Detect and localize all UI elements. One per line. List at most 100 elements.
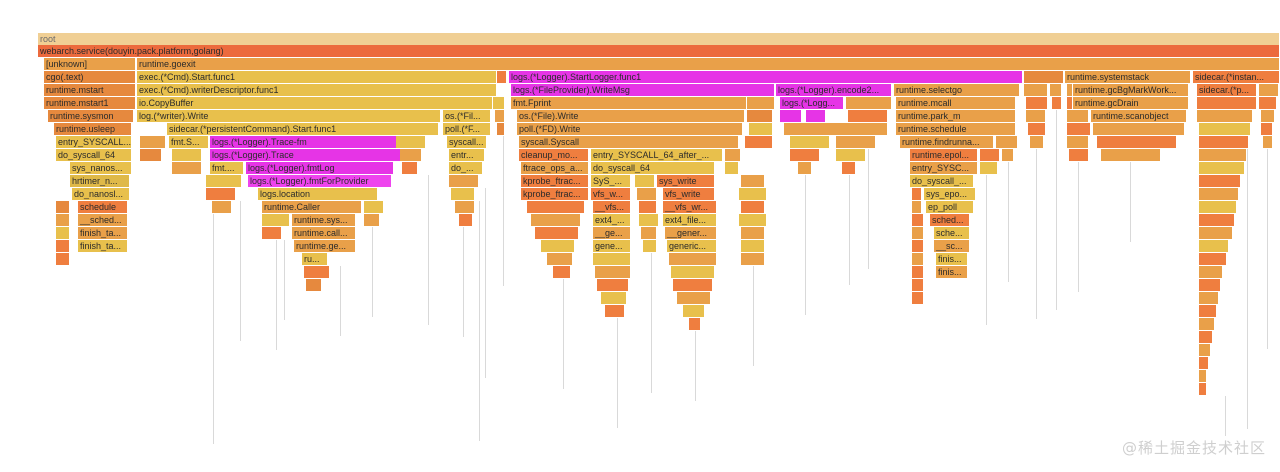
stack-bar[interactable] (1199, 214, 1235, 226)
stack-bar[interactable] (1024, 84, 1048, 96)
frame-fmtforprovider[interactable]: logs.(*Logger).fmtForProvider (248, 175, 392, 187)
stack-bar[interactable] (747, 110, 773, 122)
frame-trace-fm[interactable]: logs.(*Logger).Trace-fm (210, 136, 406, 148)
frame-runtime-mcall[interactable]: runtime.mcall (896, 97, 1016, 109)
frame-ru[interactable]: ru... (302, 253, 328, 265)
frame-sched-e[interactable]: sched... (930, 214, 970, 226)
stack-bar[interactable] (912, 240, 924, 252)
stack-bar[interactable] (495, 110, 505, 122)
frame-runtime-schedule[interactable]: runtime.schedule (896, 123, 1016, 135)
stack-bar[interactable] (56, 227, 70, 239)
stack-bar[interactable] (912, 227, 924, 239)
frame-sys-short[interactable]: SyS_... (591, 175, 631, 187)
stack-bar[interactable] (547, 253, 573, 265)
frame-do-short[interactable]: do_... (449, 162, 483, 174)
frame-fmt-short[interactable]: fmt.... (210, 162, 244, 174)
stack-bar[interactable] (747, 97, 775, 109)
frame-entr-short[interactable]: entr... (449, 149, 485, 161)
frame-unknown[interactable]: [unknown] (44, 58, 136, 70)
stack-bar[interactable] (848, 110, 888, 122)
stack-bar[interactable] (262, 227, 282, 239)
frame-runtime-sys[interactable]: runtime.sys... (292, 214, 356, 226)
stack-bar[interactable] (1093, 123, 1185, 135)
stack-bar[interactable] (1052, 97, 1062, 109)
stack-bar[interactable] (56, 214, 70, 226)
frame-runtime-epol[interactable]: runtime.epol... (910, 149, 978, 161)
stack-bar[interactable] (1263, 136, 1273, 148)
stack-bar[interactable] (56, 201, 70, 213)
stack-bar[interactable] (1026, 97, 1048, 109)
frame-sc-sub[interactable]: __sc... (934, 240, 970, 252)
frame-small[interactable] (1024, 71, 1064, 83)
frame-do-syscall-64-b[interactable]: do_syscall_64 (591, 162, 715, 174)
stack-bar[interactable] (140, 149, 162, 161)
stack-bar[interactable] (605, 305, 625, 317)
stack-bar[interactable] (56, 240, 70, 252)
stack-bar[interactable] (1199, 240, 1229, 252)
frame-sys-epo[interactable]: sys_epo... (924, 188, 976, 200)
stack-bar[interactable] (1097, 136, 1177, 148)
stack-bar[interactable] (56, 253, 70, 265)
stack-bar[interactable] (671, 266, 715, 278)
stack-bar[interactable] (172, 162, 202, 174)
stack-bar[interactable] (172, 149, 202, 161)
frame-systemstack[interactable]: runtime.systemstack (1065, 71, 1191, 83)
stack-bar[interactable] (1067, 136, 1089, 148)
stack-bar[interactable] (1259, 84, 1279, 96)
frame-runtime-sysmon[interactable]: runtime.sysmon (48, 110, 134, 122)
stack-bar[interactable] (1199, 383, 1207, 395)
frame-generic[interactable]: generic... (667, 240, 717, 252)
stack-bar[interactable] (741, 227, 765, 239)
stack-bar[interactable] (1259, 97, 1277, 109)
frame-cgo-text[interactable]: cgo(.text) (44, 71, 136, 83)
frame-schedule-k[interactable]: schedule (78, 201, 128, 213)
stack-bar[interactable] (996, 136, 1018, 148)
stack-bar[interactable] (639, 201, 657, 213)
stack-bar[interactable] (635, 175, 655, 187)
stack-bar[interactable] (1199, 318, 1215, 330)
stack-bar[interactable] (749, 123, 773, 135)
stack-bar[interactable] (1067, 84, 1073, 96)
frame-do-nanosl[interactable]: do_nanosl... (72, 188, 130, 200)
frame-log-writer-write[interactable]: log.(*writer).Write (137, 110, 441, 122)
frame-kprobe-ftrac[interactable]: kprobe_ftrac... (521, 175, 589, 187)
stack-bar[interactable] (689, 318, 701, 330)
frame-finish-ta[interactable]: finish_ta... (78, 227, 128, 239)
frame-logger-encode2[interactable]: logs.(*Logger).encode2... (776, 84, 892, 96)
frame-hrtimer-n[interactable]: hrtimer_n... (70, 175, 130, 187)
stack-bar[interactable] (1199, 227, 1233, 239)
stack-bar[interactable] (912, 188, 922, 200)
stack-bar[interactable] (553, 266, 571, 278)
stack-bar[interactable] (739, 214, 767, 226)
frame-sidecar-p[interactable]: sidecar.(*p... (1197, 84, 1257, 96)
stack-bar[interactable] (206, 175, 242, 187)
stack-bar[interactable] (1101, 149, 1161, 161)
stack-bar[interactable] (455, 201, 475, 213)
stack-bar[interactable] (1199, 175, 1241, 187)
frame-entry-syscall[interactable]: entry_SYSCALL... (56, 136, 132, 148)
frame-runtime-mstart1[interactable]: runtime.mstart1 (44, 97, 136, 109)
frame-syscall-short[interactable]: syscall... (447, 136, 487, 148)
frame-ftrace-ops-a[interactable]: ftrace_ops_a... (521, 162, 589, 174)
frame-runtime-scanobject[interactable]: runtime.scanobject (1091, 110, 1187, 122)
stack-bar[interactable] (1199, 253, 1227, 265)
frame-vfs-w[interactable]: vfs_w... (591, 188, 631, 200)
stack-bar[interactable] (673, 279, 713, 291)
stack-bar[interactable] (790, 136, 830, 148)
stack-bar[interactable] (1261, 123, 1273, 135)
stack-bar[interactable] (725, 149, 741, 161)
frame-vfs-sub[interactable]: __vfs... (593, 201, 631, 213)
stack-bar[interactable] (912, 201, 922, 213)
stack-bar[interactable] (643, 240, 657, 252)
frame-io-copybuffer[interactable]: io.CopyBuffer (137, 97, 493, 109)
frame-do-syscall-short[interactable]: do_syscall_... (910, 175, 974, 187)
stack-bar[interactable] (459, 214, 473, 226)
stack-bar[interactable] (669, 253, 717, 265)
frame-runtime-selectgo[interactable]: runtime.selectgo (894, 84, 1020, 96)
frame-cleanup-mo[interactable]: cleanup_mo... (519, 149, 589, 161)
stack-bar[interactable] (306, 279, 322, 291)
stack-bar[interactable] (677, 292, 711, 304)
frame-runtime-park-m[interactable]: runtime.park_m (896, 110, 1016, 122)
stack-bar[interactable] (1067, 123, 1091, 135)
frame-fileprovider-writemsg[interactable]: logs.(*FileProvider).WriteMsg (511, 84, 775, 96)
